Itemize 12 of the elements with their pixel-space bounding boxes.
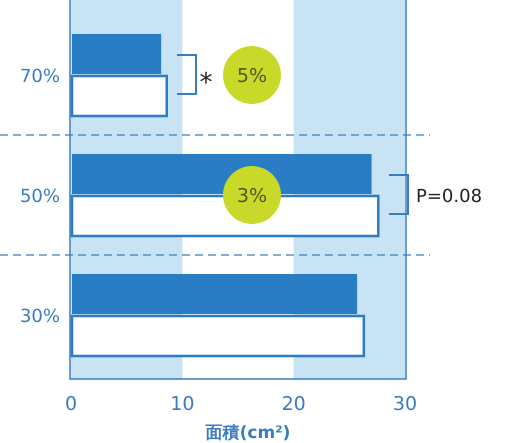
annotation: 5% bbox=[236, 65, 268, 87]
x-tick-label: 20 bbox=[282, 393, 306, 415]
y-tick-label: 30% bbox=[20, 306, 60, 327]
y-tick-label: 70% bbox=[20, 66, 60, 87]
x-axis-title: 面積(cm²) bbox=[204, 423, 290, 443]
text: P=0.08 bbox=[416, 186, 482, 207]
y-tick-label: 50% bbox=[20, 186, 60, 207]
x-tick-label: 0 bbox=[64, 393, 78, 415]
x-tick-label: 30 bbox=[392, 393, 418, 415]
annotation: * bbox=[200, 68, 212, 98]
annotation: 3% bbox=[236, 185, 268, 207]
x-tick-label: 10 bbox=[170, 393, 194, 415]
